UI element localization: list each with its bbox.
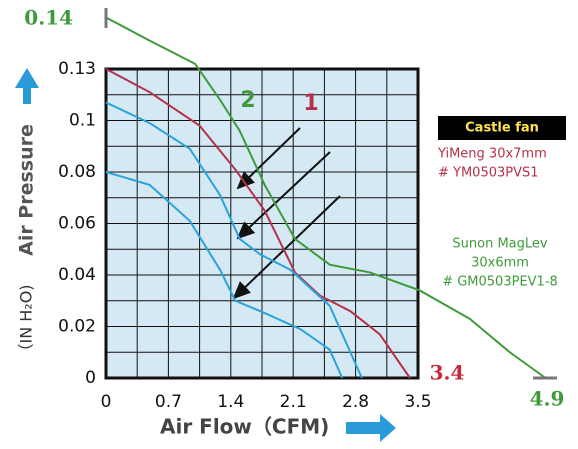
series-line (105, 68, 411, 379)
x-arrow (346, 414, 396, 442)
x-tick-label: 0 (101, 392, 112, 412)
y-arrow (15, 68, 39, 104)
legend-detail: # YM0503PVS1 (438, 166, 539, 181)
x-tick-label: 3.5 (404, 392, 431, 412)
series-line (105, 171, 344, 379)
legend-title-box (438, 116, 566, 140)
legend-title: Castle fan (465, 121, 539, 136)
y-tick-label: 0 (85, 368, 96, 388)
y-tick-label: 0.02 (58, 317, 96, 337)
arrow (236, 127, 301, 190)
annotation: 0.14 (24, 6, 73, 30)
x-tick-label: 2.1 (280, 392, 307, 412)
annotation: 3.4 (430, 361, 465, 385)
series-line (105, 16, 547, 379)
x-tick-label: 1.4 (217, 392, 244, 412)
y-label: Air Pressure (16, 124, 38, 256)
curve-label: 1 (303, 91, 318, 116)
y-tick-label: 0.06 (58, 214, 96, 234)
x-label: Air Flow（CFM) (160, 415, 329, 439)
legend-entry: YiMeng 30x7mm (437, 147, 547, 162)
curve-label: 2 (240, 88, 255, 113)
arrow (232, 195, 341, 300)
x-tick-label: 0.7 (155, 392, 182, 412)
plot-border (104, 67, 420, 380)
annotation: 4.9 (530, 387, 565, 411)
y-tick-label: 0.1 (69, 111, 96, 131)
legend-entry: Sunon MagLev (452, 237, 548, 252)
y-tick-label: 0.04 (58, 265, 96, 285)
series-line (105, 101, 363, 379)
y-tick-label: 0.13 (58, 59, 96, 79)
y-unit: （IN H₂O) (17, 284, 36, 359)
arrow (236, 151, 331, 240)
y-tick-label: 0.08 (58, 162, 96, 182)
legend-detail: # GM0503PEV1-8 (442, 275, 558, 290)
legend-detail: 30x6mm (471, 256, 529, 271)
x-tick-label: 2.8 (342, 392, 369, 412)
